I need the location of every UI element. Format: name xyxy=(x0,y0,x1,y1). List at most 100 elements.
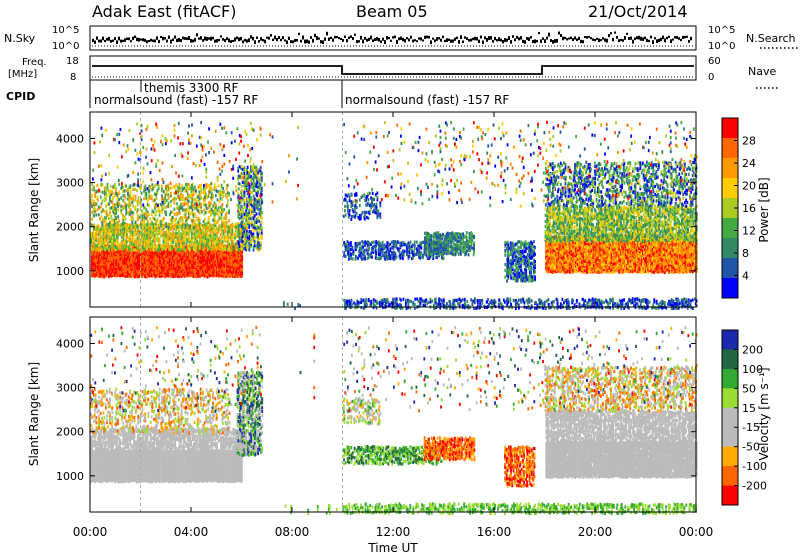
nsky-sample xyxy=(474,37,476,40)
heatmap-cell xyxy=(184,246,186,249)
heatmap-cell xyxy=(228,245,230,248)
heatmap-cell xyxy=(132,212,134,215)
heatmap-cell xyxy=(185,202,187,205)
nsky-sample xyxy=(360,36,362,40)
heatmap-cell xyxy=(243,235,245,238)
heatmap-cell xyxy=(162,225,164,228)
nsky-sample xyxy=(412,39,414,42)
heatmap-cell xyxy=(199,219,201,222)
heatmap-cell xyxy=(135,198,137,201)
heatmap-cell xyxy=(247,236,249,239)
heatmap-cell xyxy=(200,189,202,192)
nsky-sample xyxy=(454,38,456,41)
nsky-sample xyxy=(394,36,396,39)
nsky-sample xyxy=(182,37,184,40)
heatmap-cell xyxy=(242,235,244,238)
nsky-sample xyxy=(290,40,292,43)
heatmap-cell xyxy=(117,198,119,201)
nsky-sample xyxy=(236,36,238,39)
heatmap-cell xyxy=(217,198,219,201)
nsky-sample xyxy=(336,36,338,38)
nsky-sample xyxy=(356,40,358,43)
heatmap-cell xyxy=(102,227,104,230)
nsky-sample xyxy=(664,38,666,42)
heatmap-cell xyxy=(181,185,183,188)
heatmap-cell xyxy=(139,271,141,274)
heatmap-cell xyxy=(209,190,211,193)
heatmap-cell xyxy=(125,189,127,192)
heatmap-cell xyxy=(242,194,244,197)
heatmap-cell xyxy=(244,247,246,250)
nsky-sample xyxy=(494,37,496,40)
nsky-sample xyxy=(450,40,452,43)
nsky-sample xyxy=(352,37,354,40)
nsky-sample xyxy=(296,39,298,42)
heatmap-cell xyxy=(206,183,208,186)
heatmap-cell xyxy=(242,181,244,184)
heatmap-cell xyxy=(155,212,157,215)
nsky-sample xyxy=(326,32,328,36)
heatmap-cell xyxy=(131,248,133,251)
heatmap-cell xyxy=(221,198,223,201)
heatmap-cell xyxy=(189,225,191,228)
freq-label-line1: Freq. xyxy=(22,57,47,68)
nsky-sample xyxy=(206,37,208,41)
heatmap-cell xyxy=(189,212,191,215)
heatmap-cell xyxy=(244,181,246,184)
heatmap-cell xyxy=(228,230,230,233)
heatmap-cell xyxy=(125,218,127,221)
nsky-sample xyxy=(616,36,618,39)
heatmap-cell xyxy=(111,248,113,251)
nsky-sample xyxy=(596,38,598,40)
heatmap-cell xyxy=(244,198,246,201)
nsky-sample xyxy=(136,38,138,42)
nsky-sample xyxy=(570,37,572,40)
nsearch-label: N.Search xyxy=(746,32,796,45)
heatmap-cell xyxy=(124,189,126,192)
nsky-sample xyxy=(480,36,482,39)
heatmap-cell xyxy=(240,243,242,246)
heatmap-cell xyxy=(173,244,175,247)
nsky-sample xyxy=(272,39,274,41)
heatmap-cell xyxy=(171,186,173,189)
heatmap-cell xyxy=(147,263,149,266)
heatmap-cell xyxy=(135,206,137,209)
nsky-sample xyxy=(344,36,346,38)
heatmap-cell xyxy=(130,192,132,195)
nsky-sample xyxy=(432,38,434,40)
nsky-sample xyxy=(456,37,458,40)
nsky-sample xyxy=(178,38,180,42)
heatmap-cell xyxy=(238,257,240,260)
heatmap-cell xyxy=(170,192,172,195)
nsky-sample xyxy=(396,40,398,44)
heatmap-cell xyxy=(217,230,219,233)
heatmap-cell xyxy=(244,206,246,209)
heatmap-cell xyxy=(120,226,122,229)
heatmap-cell xyxy=(241,185,243,188)
nsky-sample xyxy=(660,38,662,41)
heatmap-cell xyxy=(204,218,206,221)
heatmap-cell xyxy=(239,182,241,185)
heatmap-cell xyxy=(169,267,171,270)
heatmap-cell xyxy=(182,208,184,211)
nsky-sample xyxy=(124,38,126,41)
nsky-label: N.Sky xyxy=(4,32,36,45)
nsky-sample xyxy=(120,40,122,43)
nsky-sample xyxy=(418,37,420,39)
heatmap-cell xyxy=(178,257,180,260)
nsky-sample xyxy=(264,40,266,44)
heatmap-cell xyxy=(144,216,146,219)
heatmap-cell xyxy=(118,202,120,205)
nsky-sample xyxy=(220,35,222,37)
heatmap-cell xyxy=(118,190,120,193)
heatmap-cell xyxy=(165,222,167,225)
heatmap-cell xyxy=(235,252,237,255)
nsky-sample xyxy=(166,40,168,43)
heatmap-cell xyxy=(95,213,97,216)
heatmap-cell xyxy=(106,194,108,197)
heatmap-cell xyxy=(187,202,189,205)
nsky-sample xyxy=(544,39,546,43)
heatmap-cell xyxy=(175,222,177,225)
heatmap-cell xyxy=(146,236,148,239)
